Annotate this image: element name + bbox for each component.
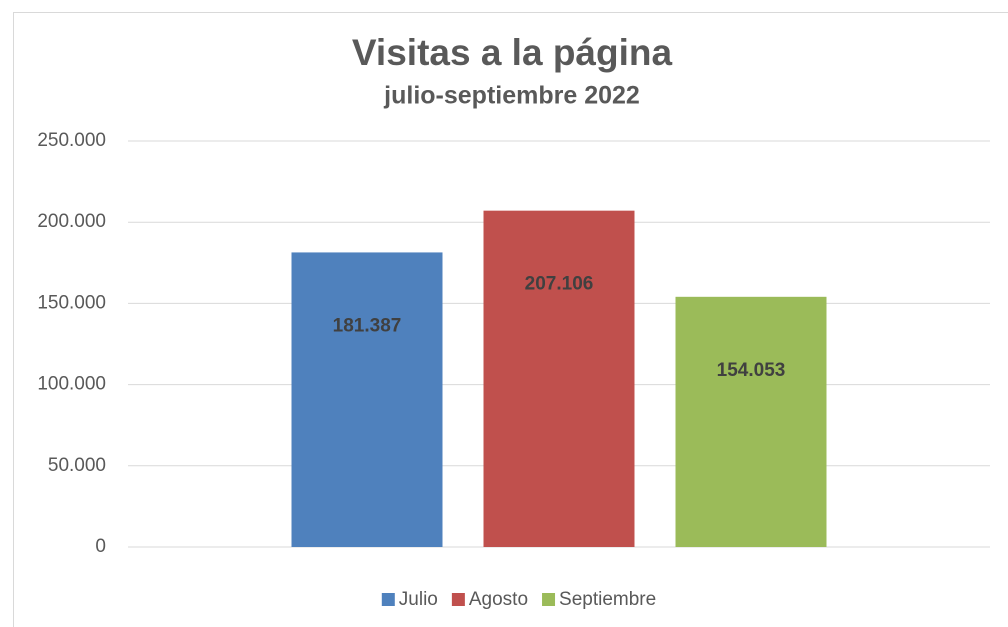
- bar: [675, 296, 827, 547]
- data-label: 207.106: [525, 274, 594, 295]
- y-tick-label: 200.000: [37, 211, 106, 232]
- data-label: 154.053: [717, 360, 786, 381]
- y-tick-label: 50.000: [48, 455, 106, 476]
- chart-title: Visitas a la página: [352, 32, 673, 73]
- y-tick-label: 100.000: [37, 374, 106, 395]
- y-tick-label: 150.000: [37, 292, 106, 313]
- chart-subtitle: julio-septiembre 2022: [383, 82, 640, 110]
- legend-label: Agosto: [469, 589, 528, 610]
- y-tick-label: 250.000: [37, 130, 106, 151]
- legend-label: Septiembre: [559, 589, 656, 610]
- legend-swatch: [542, 593, 556, 606]
- y-tick-label: 0: [95, 536, 106, 557]
- bar: [483, 210, 635, 547]
- bar: [291, 252, 443, 548]
- legend-swatch: [381, 593, 395, 606]
- legend-swatch: [451, 593, 465, 606]
- legend-label: Julio: [399, 589, 438, 610]
- data-label: 181.387: [333, 315, 402, 336]
